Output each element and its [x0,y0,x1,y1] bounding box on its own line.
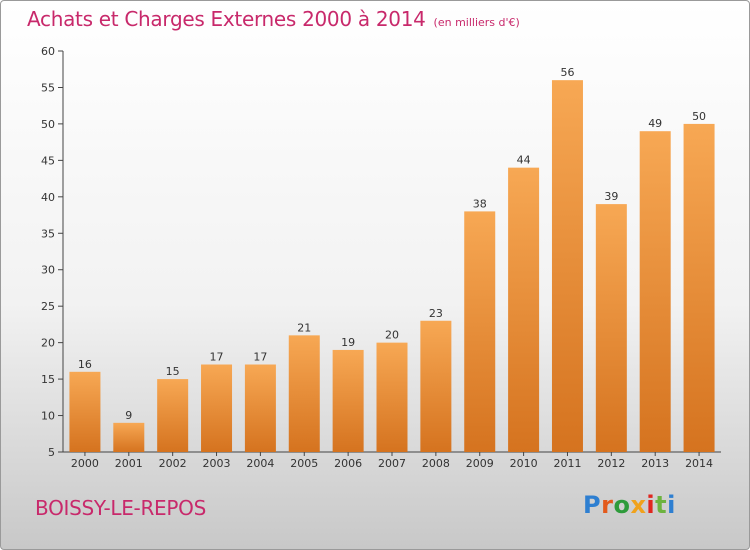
y-tick-label: 10 [41,410,55,423]
place-name: BOISSY-LE-REPOS [35,496,206,520]
bar-2003 [201,364,233,452]
value-label-2005: 21 [297,321,311,334]
logo-letter: i [667,491,676,519]
x-tick-label-2009: 2009 [466,457,494,470]
x-tick-label-2006: 2006 [334,457,362,470]
value-label-2014: 50 [692,110,706,123]
x-tick-label-2005: 2005 [290,457,318,470]
x-tick-label-2011: 2011 [553,457,581,470]
value-label-2011: 56 [560,66,574,79]
x-tick-label-2002: 2002 [159,457,187,470]
y-tick-label: 40 [41,191,55,204]
bars [69,80,715,452]
y-tick-label: 30 [41,264,55,277]
logo-letter: x [630,491,647,519]
value-label-2000: 16 [78,358,92,371]
value-label-2002: 15 [166,365,180,378]
y-tick-label: 15 [41,373,55,386]
bar-2008 [420,320,452,452]
value-label-2009: 38 [473,197,487,210]
bar-2001 [113,422,145,452]
chart-unit: (en milliers d'€) [433,16,520,29]
bar-2007 [376,342,408,452]
value-label-2003: 17 [210,351,224,364]
x-tick-label-2003: 2003 [203,457,231,470]
bar-2013 [639,131,671,452]
value-label-2013: 49 [648,117,662,130]
bar-2010 [508,167,540,452]
chart-title-text: Achats et Charges Externes 2000 à 2014 [27,7,426,31]
x-tick-label-2012: 2012 [597,457,625,470]
x-tick-label-2013: 2013 [641,457,669,470]
bar-2002 [157,379,189,452]
axes: 5 10 15 20 25 30 35 40 45 50 55 60 2000 2001 2002 2003 2… [41,45,721,470]
x-tick-label-2001: 2001 [115,457,143,470]
bar-2000 [69,371,101,452]
y-tick-label: 55 [41,81,55,94]
logo-letter: r [601,491,614,519]
value-label-2001: 9 [125,409,132,422]
value-label-2008: 23 [429,307,443,320]
logo-letter: i [646,491,656,519]
bar-2011 [551,80,583,452]
bar-2012 [595,204,627,452]
x-tick-label-2008: 2008 [422,457,450,470]
y-tick-label: 60 [41,45,55,58]
x-tick-label-2014: 2014 [685,457,713,470]
value-label-2004: 17 [253,351,267,364]
value-label-2012: 39 [604,190,618,203]
value-label-2010: 44 [517,154,531,167]
y-tick-label: 25 [41,300,55,313]
proxiti-logo: Proxiti [583,491,676,519]
bar-2006 [332,349,364,452]
y-tick-label: 45 [41,154,55,167]
chart-title: Achats et Charges Externes 2000 à 2014 (e… [27,7,520,31]
x-tick-label-2010: 2010 [510,457,538,470]
bar-2014 [683,123,715,452]
value-label-2006: 19 [341,336,355,349]
value-label-2007: 20 [385,329,399,342]
x-tick-label-2004: 2004 [246,457,274,470]
y-tick-label: 35 [41,227,55,240]
bar-2009 [464,211,496,452]
logo-letter: o [613,491,631,519]
x-tick-label-2007: 2007 [378,457,406,470]
y-tick-label: 50 [41,118,55,131]
x-tick-label-2000: 2000 [71,457,99,470]
y-tick-label: 20 [41,337,55,350]
y-tick-label: 5 [48,446,55,459]
bar-2004 [244,364,276,452]
logo-letter: P [583,491,602,519]
bar-2005 [288,335,320,452]
logo-letter: t [655,491,668,519]
value-labels: 16 9 15 17 17 21 19 20 23 38 44 56 39 49 50 [78,66,706,422]
